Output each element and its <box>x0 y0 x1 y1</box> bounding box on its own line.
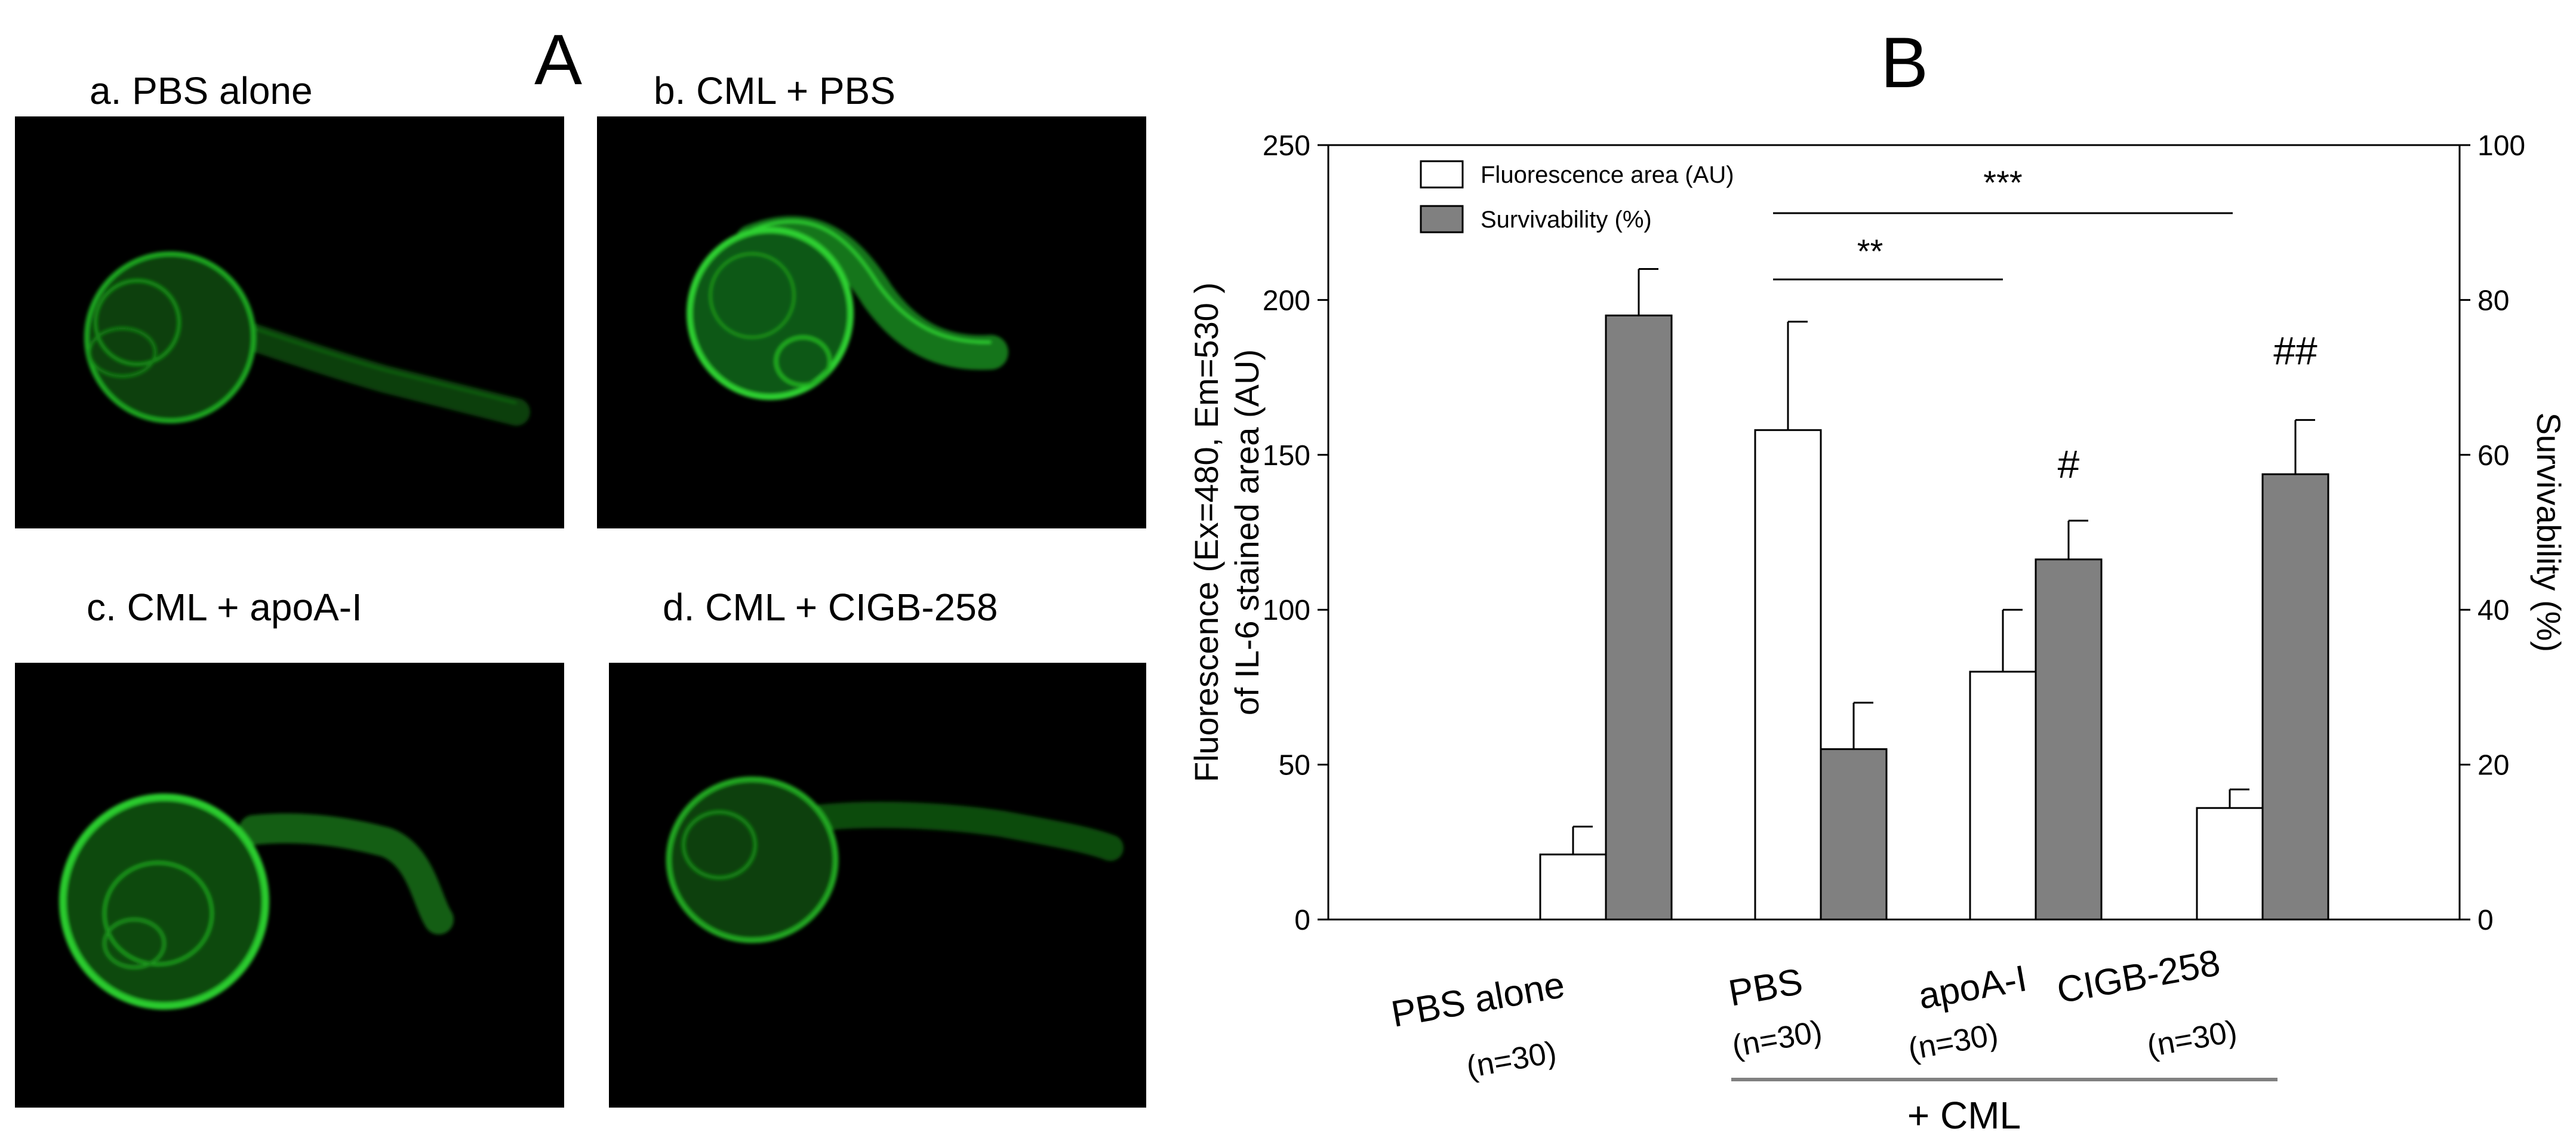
bar-survivability <box>2261 473 2329 921</box>
y-left-tick-label: 200 <box>1263 285 1310 316</box>
y-left-axis-label-line1: Fluorescence (Ex=480, Em=530 ) <box>1187 282 1225 782</box>
x-category-n-label: (n=30) <box>2144 1014 2240 1063</box>
bar-fluorescence <box>1754 429 1822 921</box>
x-category-n-label: (n=30) <box>1906 1017 2001 1066</box>
bar-fluorescence <box>1539 853 1607 921</box>
bar-survivability <box>1820 748 1888 921</box>
panel-a-letter: A <box>534 20 583 100</box>
image-caption-d: d. CML + CIGB-258 <box>663 586 998 629</box>
micrograph-cml-pbs <box>597 116 1146 528</box>
y-right-tick-label: 20 <box>2477 750 2509 782</box>
significance-label: *** <box>1983 164 2022 201</box>
x-category-label: PBS alone <box>1388 964 1568 1035</box>
y-right-tick-label: 60 <box>2477 440 2509 472</box>
x-category-label: CIGB-258 <box>2054 942 2223 1011</box>
y-right-tick-label: 100 <box>2477 130 2525 162</box>
significance-marker: ## <box>2273 328 2318 373</box>
legend-label-fluorescence: Fluorescence area (AU) <box>1481 162 1734 188</box>
image-caption-c: c. CML + apoA-I <box>87 586 362 629</box>
y-left-tick-label: 100 <box>1263 595 1310 626</box>
legend-swatch-survivability <box>1420 205 1464 233</box>
panel-b-letter: B <box>1881 23 1929 103</box>
image-caption-a: a. PBS alone <box>90 69 313 112</box>
y-left-tick-label: 0 <box>1294 905 1310 936</box>
x-category-label: apoA-I <box>1915 958 2030 1017</box>
micrograph-cml-apoa1 <box>15 663 564 1108</box>
legend-label-survivability: Survivability (%) <box>1481 207 1652 233</box>
micrograph-cml-cigb258 <box>609 663 1146 1108</box>
bar-survivability <box>1605 314 1673 921</box>
significance-label: ** <box>1857 232 1883 270</box>
micrograph-pbs-alone <box>15 116 564 528</box>
cml-group-label: + CML <box>1907 1094 2021 1137</box>
significance-marker: # <box>2058 442 2080 486</box>
y-left-tick-label: 250 <box>1263 130 1310 162</box>
y-left-tick-label: 150 <box>1263 440 1310 472</box>
y-left-tick-label: 50 <box>1279 750 1310 782</box>
plot-frame <box>1327 144 2461 921</box>
bar-fluorescence <box>2196 807 2264 921</box>
y-right-tick-label: 80 <box>2477 285 2509 316</box>
y-right-tick-label: 40 <box>2477 595 2509 626</box>
y-right-tick-label: 0 <box>2477 905 2494 936</box>
bar-fluorescence <box>1969 671 2037 921</box>
x-category-n-label: (n=30) <box>1464 1035 1559 1084</box>
legend-swatch-fluorescence <box>1420 160 1464 189</box>
y-right-axis-label: Survivability (%) <box>2530 413 2568 652</box>
y-left-axis-label-line2: of IL-6 stained area (AU) <box>1228 349 1266 715</box>
x-category-label: PBS <box>1725 961 1805 1014</box>
x-category-n-label: (n=30) <box>1729 1014 1825 1063</box>
bar-survivability <box>2035 558 2103 921</box>
image-caption-b: b. CML + PBS <box>654 69 895 112</box>
